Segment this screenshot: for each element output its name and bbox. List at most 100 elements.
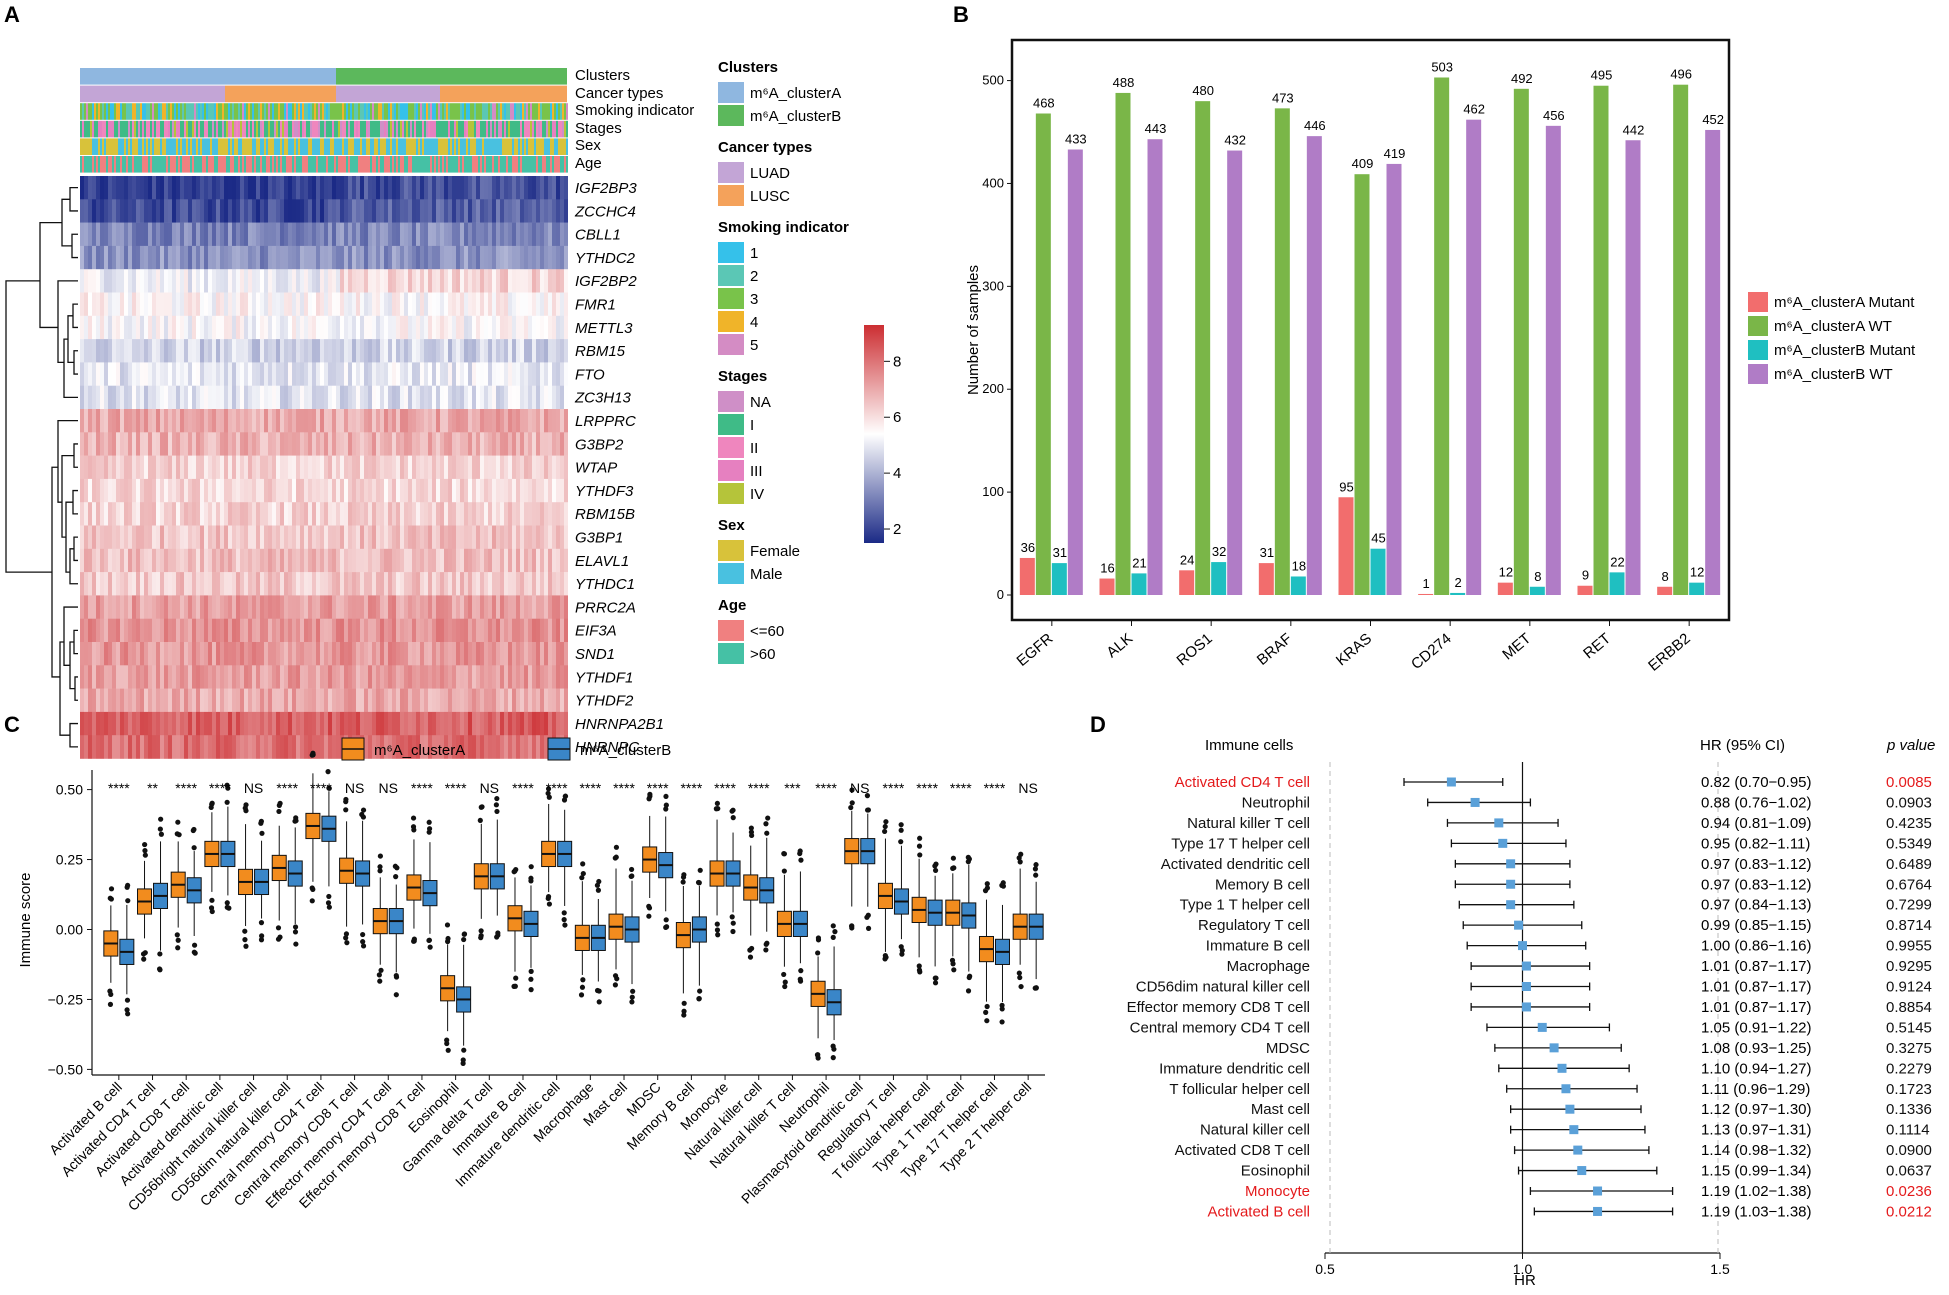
outlier-point: [243, 943, 249, 949]
heatmap-cell: [548, 595, 552, 619]
heatmap-cell: [472, 455, 476, 480]
smoking-stripe: [442, 103, 444, 120]
heatmap-cell: [268, 292, 272, 317]
heatmap-cell: [400, 199, 404, 223]
heatmap-cell: [256, 665, 260, 689]
sex-stripe: [184, 138, 186, 155]
heatmap-cell: [92, 245, 96, 270]
heatmap-cell: [376, 362, 380, 386]
sex-stripe: [330, 138, 332, 155]
heatmap-cell: [404, 548, 408, 573]
outlier-point: [107, 895, 113, 901]
heatmap-cell: [516, 245, 520, 270]
heatmap-cell: [384, 502, 388, 526]
heatmap-cell: [376, 409, 380, 433]
heatmap-cell: [292, 245, 296, 270]
smoking-stripe: [254, 103, 256, 120]
smoking-stripe: [200, 103, 202, 120]
heatmap-cell: [296, 548, 300, 573]
forest-cell-label: Memory B cell: [1215, 876, 1310, 893]
heatmap-cell: [180, 735, 184, 759]
outlier-point: [461, 1047, 467, 1053]
heatmap-cell: [252, 502, 256, 526]
heatmap-cell: [532, 176, 536, 200]
smoking-stripe: [126, 103, 128, 120]
heatmap-cell: [376, 269, 380, 293]
significance-label: NS: [244, 780, 263, 796]
sex-stripe: [244, 138, 246, 155]
heatmap-cell: [220, 315, 224, 340]
heatmap-cell: [136, 735, 140, 759]
stage-stripe: [280, 120, 282, 138]
heatmap-cell: [260, 525, 264, 550]
heatmap-cell: [148, 176, 152, 200]
heatmap-cell: [452, 199, 456, 223]
outlier-point: [445, 935, 451, 942]
bar: [1019, 557, 1035, 595]
sex-stripe: [100, 138, 102, 155]
heatmap-cell: [148, 199, 152, 223]
sex-stripe: [132, 138, 134, 155]
age-stripe: [328, 156, 330, 173]
heatmap-cell: [208, 502, 212, 526]
cancer-type-band: [225, 85, 336, 103]
heatmap-cell: [480, 595, 484, 619]
dendrogram-branch: [69, 722, 78, 748]
age-stripe: [380, 156, 382, 173]
heatmap-cell: [252, 455, 256, 480]
sex-stripe: [550, 138, 552, 155]
heatmap-cell: [432, 711, 436, 736]
heatmap-cell: [496, 292, 500, 317]
stage-stripe: [136, 120, 138, 138]
heatmap-cell: [100, 665, 104, 689]
age-stripe: [250, 156, 252, 173]
smoking-stripe: [160, 103, 162, 120]
sex-stripe: [374, 138, 376, 155]
heatmap-cell: [300, 222, 304, 247]
heatmap-cell: [212, 292, 216, 317]
age-stripe: [542, 156, 544, 173]
legend-swatch: [718, 265, 744, 286]
heatmap-cell: [388, 595, 392, 619]
heatmap-cell: [268, 688, 272, 713]
sex-stripe: [562, 138, 564, 155]
heatmap-cell: [240, 618, 244, 643]
heatmap-cell: [404, 245, 408, 270]
heatmap-cell: [216, 222, 220, 247]
p-value-text: 0.5349: [1886, 835, 1932, 852]
smoking-stripe: [100, 103, 102, 120]
heatmap-cell: [524, 409, 528, 433]
heatmap-cell: [492, 292, 496, 317]
heatmap-cell: [392, 245, 396, 270]
heatmap-cell: [444, 665, 448, 689]
heatmap-cell: [160, 432, 164, 456]
heatmap-cell: [124, 572, 128, 596]
heatmap-cell: [208, 735, 212, 759]
stage-stripe: [498, 120, 500, 138]
smoking-stripe: [436, 103, 438, 120]
heatmap-cell: [84, 339, 88, 363]
heatmap-cell: [472, 548, 476, 573]
heatmap-cell: [516, 455, 520, 480]
heatmap-cell: [84, 525, 88, 550]
stage-stripe: [432, 120, 434, 138]
age-stripe: [390, 156, 392, 173]
smoking-stripe: [476, 103, 478, 120]
heatmap-cell: [488, 642, 492, 666]
heatmap-cell: [364, 525, 368, 550]
heatmap-cell: [228, 525, 232, 550]
smoking-stripe: [222, 103, 224, 120]
heatmap-cell: [488, 735, 492, 759]
outlier-point: [815, 950, 821, 956]
heatmap-cell: [296, 688, 300, 713]
heatmap-cell: [256, 642, 260, 666]
stage-stripe: [156, 120, 158, 138]
heatmap-cell: [152, 642, 156, 666]
heatmap-cell: [388, 432, 392, 456]
heatmap-cell: [500, 409, 504, 433]
annotation-tracks: [80, 68, 568, 173]
heatmap-cell: [188, 199, 192, 223]
age-stripe: [384, 156, 386, 173]
heatmap-cell: [500, 385, 504, 410]
smoking-stripe: [136, 103, 138, 120]
